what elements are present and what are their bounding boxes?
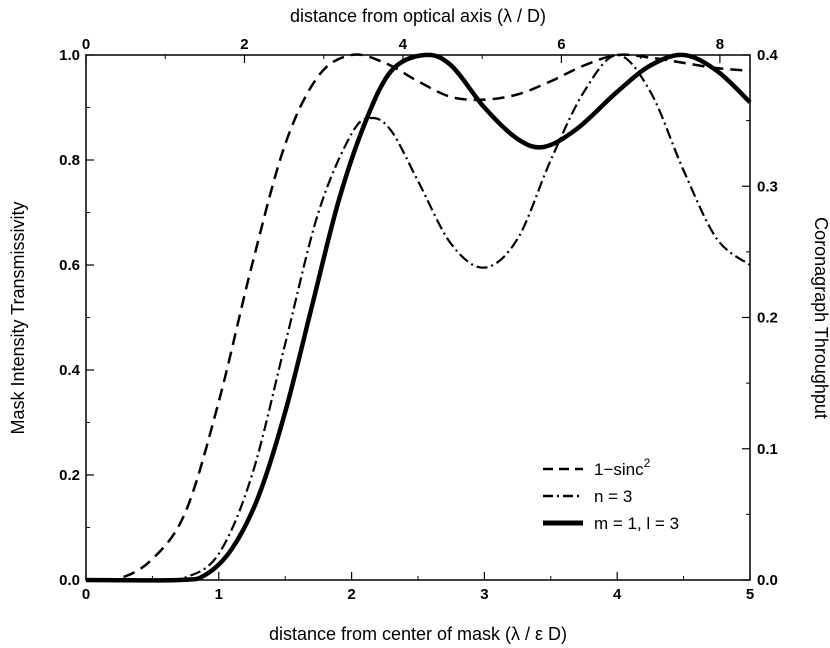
y2-tick-label: 0.4	[757, 47, 779, 64]
legend: 1−sinc2 n = 3 m = 1, l = 3	[543, 456, 679, 533]
legend-label-n3: n = 3	[594, 487, 632, 506]
x2-tick-label: 0	[82, 36, 90, 53]
y-tick-label: 0.6	[59, 257, 80, 274]
plot-area-border	[85, 54, 751, 581]
y2-tick-label: 0.3	[757, 178, 778, 195]
bottom-axis-title: distance from center of mask (λ / ε D)	[269, 624, 567, 644]
series-layer	[85, 52, 752, 583]
right-axis-title: Coronagraph Throughput	[811, 217, 830, 419]
x2-tick-label: 8	[716, 36, 724, 53]
x-tick-label: 0	[82, 586, 90, 603]
legend-label-1-sinc2-sup: 2	[644, 456, 651, 470]
x-tick-label: 4	[613, 586, 622, 603]
x2-tick-label: 6	[557, 36, 565, 53]
top-axis-title: distance from optical axis (λ / D)	[290, 6, 546, 26]
y-tick-label: 0.2	[59, 467, 80, 484]
y-tick-label: 1.0	[59, 47, 80, 64]
y-tick-label: 0.0	[59, 572, 80, 589]
x-tick-label: 2	[347, 586, 355, 603]
y-tick-label: 0.4	[59, 362, 81, 379]
x-tick-label: 3	[480, 586, 488, 603]
x2-tick-label: 2	[240, 36, 248, 53]
x-tick-label: 5	[746, 586, 754, 603]
left-axis-title: Mask Intensity Transmissivity	[8, 201, 28, 434]
y2-tick-label: 0.2	[757, 310, 778, 327]
series-line-1-sinc	[85, 53, 751, 582]
x-tick-label: 1	[215, 586, 223, 603]
series-line-m-1-l-3	[85, 52, 752, 583]
legend-label-1-sinc2-text: 1−sinc	[594, 460, 644, 479]
y2-tick-label: 0.0	[757, 572, 778, 589]
y-tick-label: 0.8	[59, 152, 80, 169]
legend-label-m1-l3: m = 1, l = 3	[594, 514, 679, 533]
legend-label-1-sinc2: 1−sinc2	[594, 456, 651, 479]
x2-tick-label: 4	[399, 36, 408, 53]
y2-tick-label: 0.1	[757, 441, 778, 458]
ticks-layer: 0 1 2 3 4 5 0 2 4 6 8 0.0 0.2 0.4 0.6 0.8 1.0 0.0 0.1 0.2 0.…	[59, 36, 778, 603]
series-line-n-3	[85, 53, 751, 582]
plot-frame	[85, 54, 751, 581]
